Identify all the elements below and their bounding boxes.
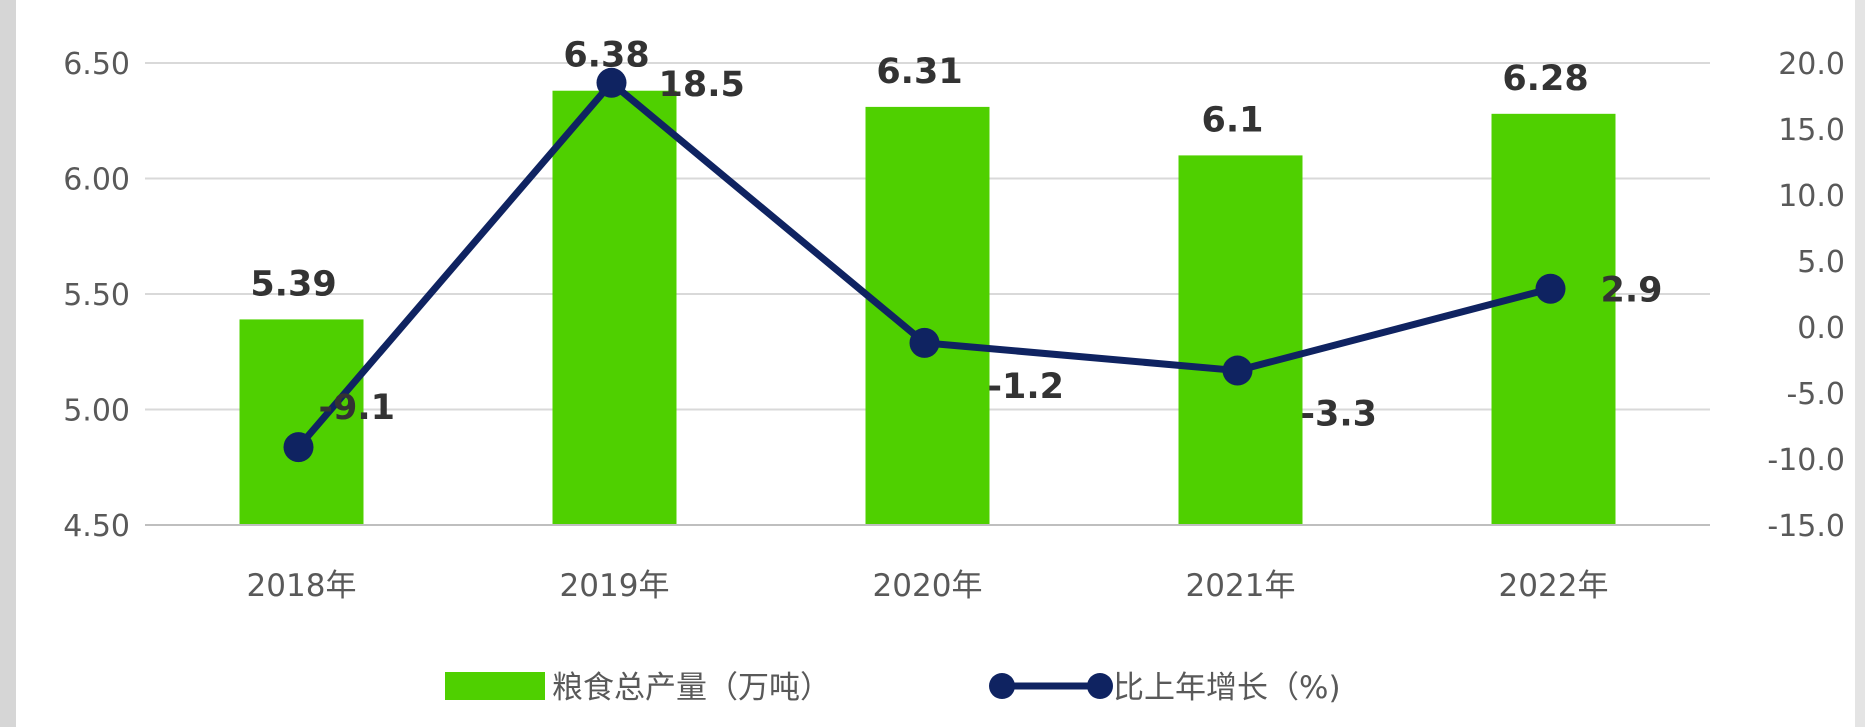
bar bbox=[1491, 113, 1616, 525]
y-left-tick-label: 5.00 bbox=[63, 394, 130, 429]
bar-data-labels: 5.39 6.38 6.31 6.1 6.28 bbox=[250, 36, 1588, 305]
bar-data-label: 5.39 bbox=[250, 264, 336, 304]
x-tick-label: 2021年 bbox=[1186, 568, 1296, 604]
bar-data-label: 6.31 bbox=[876, 52, 962, 92]
left-y-axis: 4.50 5.00 5.50 6.00 6.50 bbox=[63, 47, 130, 544]
y-left-tick-label: 6.50 bbox=[63, 47, 130, 82]
x-tick-label: 2020年 bbox=[873, 568, 983, 604]
legend: 粮食总产量（万吨） 比上年增长（%) bbox=[445, 670, 1341, 706]
bar-data-label: 6.28 bbox=[1502, 59, 1588, 99]
line-series bbox=[283, 67, 1566, 463]
y-right-tick-label: -5.0 bbox=[1786, 377, 1845, 412]
x-tick-label: 2018年 bbox=[247, 568, 357, 604]
y-left-tick-label: 4.50 bbox=[63, 509, 130, 544]
y-right-tick-label: 0.0 bbox=[1797, 311, 1845, 346]
line-point bbox=[596, 67, 627, 98]
x-tick-label: 2022年 bbox=[1499, 568, 1609, 604]
line-point bbox=[1222, 355, 1253, 386]
legend-line-label: 比上年增长（%) bbox=[1113, 670, 1341, 706]
line-data-label: -9.1 bbox=[319, 388, 396, 428]
y-right-tick-label: 10.0 bbox=[1778, 179, 1845, 214]
line-data-label: -3.3 bbox=[1301, 395, 1378, 435]
bar bbox=[552, 90, 677, 525]
left-border-strip bbox=[0, 0, 16, 727]
bar-series bbox=[239, 90, 1616, 525]
y-right-tick-label: 15.0 bbox=[1778, 113, 1845, 148]
line-data-label: -1.2 bbox=[988, 367, 1065, 407]
line-data-labels: -9.1 18.5 -1.2 -3.3 2.9 bbox=[319, 65, 1663, 435]
line-data-label: 2.9 bbox=[1601, 271, 1663, 311]
bar bbox=[239, 319, 364, 525]
y-right-tick-label: 20.0 bbox=[1778, 47, 1845, 82]
y-right-tick-label: -10.0 bbox=[1767, 443, 1845, 478]
bar-data-label: 6.1 bbox=[1201, 100, 1263, 140]
bar-data-label: 6.38 bbox=[563, 36, 649, 76]
y-right-tick-label: 5.0 bbox=[1797, 245, 1845, 280]
legend-bar-swatch bbox=[445, 672, 545, 700]
legend-line-marker bbox=[989, 673, 1015, 699]
legend-bar-label: 粮食总产量（万吨） bbox=[552, 670, 831, 706]
x-axis: 2018年 2019年 2020年 2021年 2022年 bbox=[145, 524, 1710, 604]
bar bbox=[865, 106, 990, 525]
line-point bbox=[1535, 273, 1566, 304]
bar bbox=[1178, 155, 1303, 525]
line-point bbox=[909, 327, 940, 358]
legend-line-marker bbox=[1087, 673, 1113, 699]
line-data-label: 18.5 bbox=[659, 65, 745, 105]
y-left-tick-label: 5.50 bbox=[63, 278, 130, 313]
x-tick-label: 2019年 bbox=[560, 568, 670, 604]
right-border-strip bbox=[1855, 0, 1865, 727]
y-left-tick-label: 6.00 bbox=[63, 163, 130, 198]
right-y-axis: -15.0 -10.0 -5.0 0.0 5.0 10.0 15.0 20.0 bbox=[1767, 47, 1845, 544]
y-right-tick-label: -15.0 bbox=[1767, 509, 1845, 544]
line-point bbox=[283, 432, 314, 463]
